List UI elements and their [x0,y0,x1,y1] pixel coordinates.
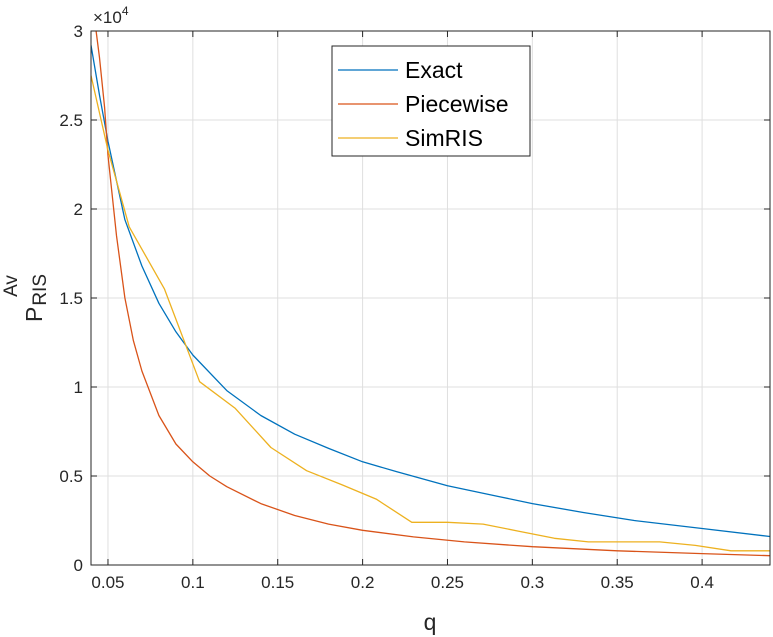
legend-label-exact: Exact [405,57,463,83]
y-axis-label-sup: Av [1,275,22,297]
y-axis: 0 0.5 1 1.5 2 2.5 3 [59,22,770,575]
y-axis-label-sub: RIS [30,274,51,306]
x-tick-label: 0.4 [690,573,714,592]
x-tick-label: 0.05 [91,573,124,592]
x-tick-label: 0.15 [261,573,294,592]
exponent-power: 4 [122,4,129,18]
y-tick-label: 0.5 [59,467,83,486]
series-layer [91,31,770,557]
legend-label-simris: SimRIS [405,125,483,151]
legend: Exact Piecewise SimRIS [331,45,531,157]
series-line-piecewise [95,31,770,557]
y-tick-label: 0 [74,556,83,575]
series-line-exact [91,45,770,538]
x-tick-label: 0.25 [431,573,464,592]
y-tick-label: 1 [74,378,83,397]
exponent-label: ×104 [93,4,129,27]
y-tick-label: 2.5 [59,111,83,130]
x-axis: 0.05 0.1 0.15 0.2 0.25 0.3 0.35 0.4 [91,31,714,592]
x-axis-label: q [424,609,437,635]
y-tick-label: 1.5 [59,289,83,308]
legend-label-piecewise: Piecewise [405,91,509,117]
y-tick-label: 2 [74,200,83,219]
y-axis-label-main: P [21,307,47,322]
svg-text:PRIS: PRIS [21,274,51,322]
x-tick-label: 0.3 [521,573,545,592]
y-axis-label: PRIS Av [1,274,51,322]
x-tick-label: 0.2 [351,573,375,592]
series-line-simris [91,75,770,552]
y-tick-label: 3 [74,22,83,41]
x-tick-label: 0.1 [181,573,205,592]
x-tick-label: 0.35 [601,573,634,592]
exponent-base: ×10 [93,8,122,27]
